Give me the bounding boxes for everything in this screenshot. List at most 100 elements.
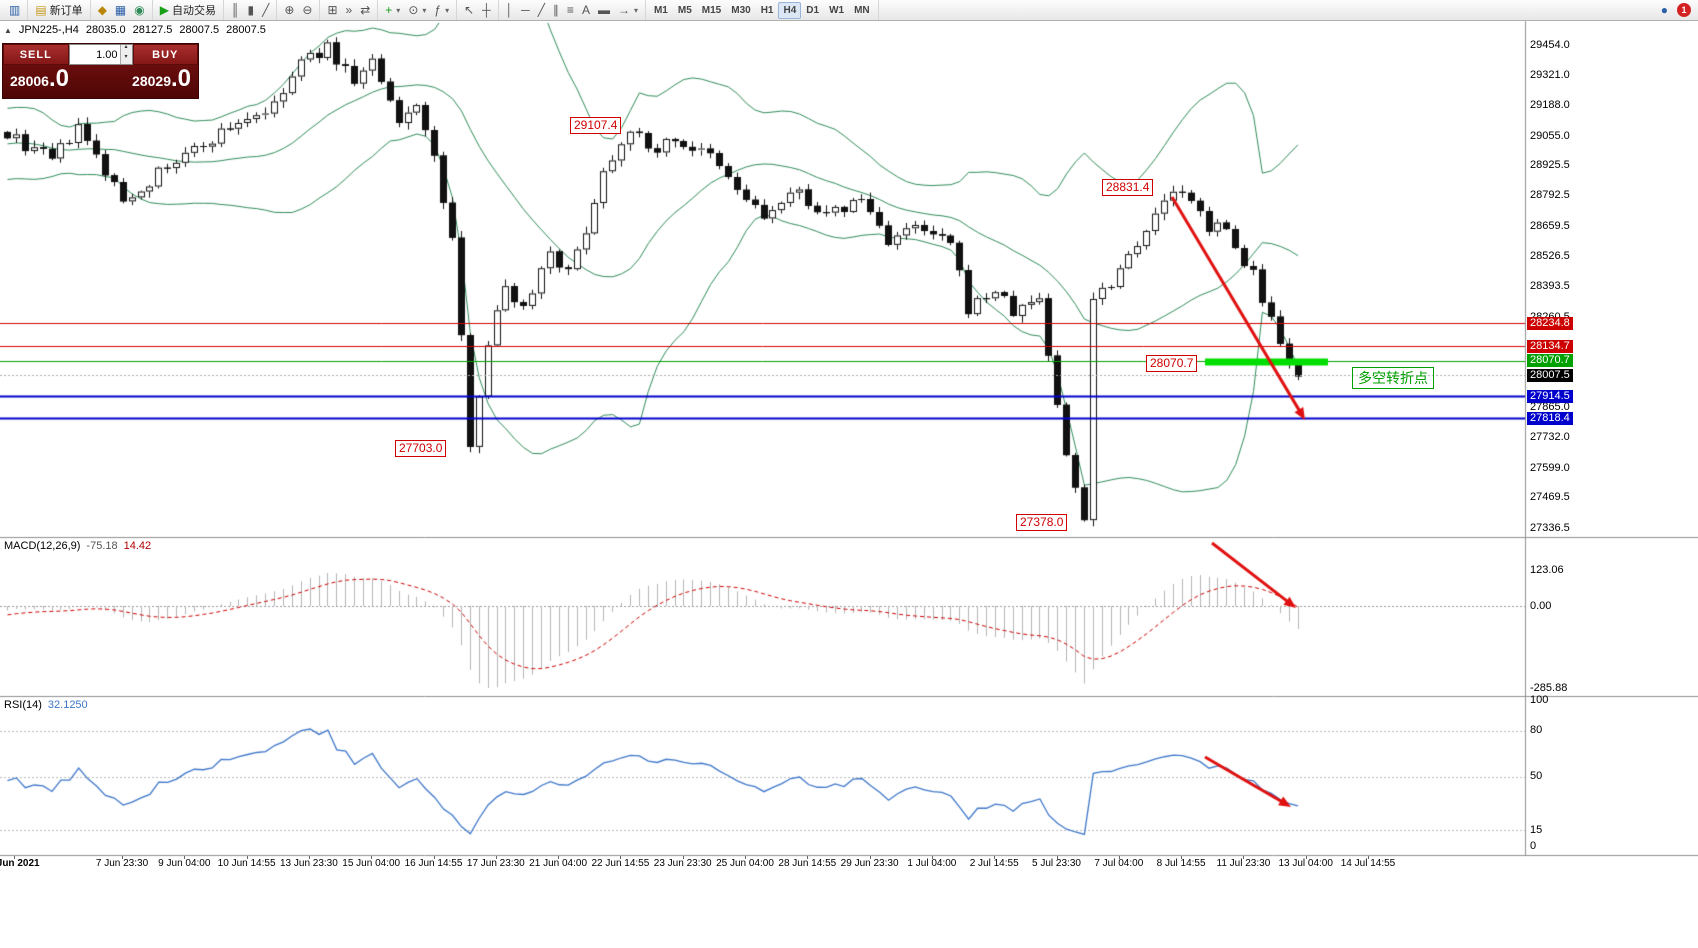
search-icon[interactable]: ● [1660, 3, 1668, 17]
timeframe-h1[interactable]: H1 [760, 4, 774, 16]
timeframe-h4[interactable]: H4 [778, 1, 802, 19]
time-tick-label: 16 Jun 14:55 [404, 858, 463, 869]
time-tick-mark [558, 856, 560, 859]
time-tick-mark [495, 856, 497, 859]
rsi-axis-tick: 0 [1530, 839, 1537, 852]
buy-price[interactable]: 28029 .0 [132, 66, 191, 92]
price-tick: 28393.5 [1530, 280, 1570, 293]
line-chart-icon[interactable]: ╱ [262, 3, 270, 17]
tile-windows-icon[interactable]: ⊞ [327, 3, 338, 17]
price-tick: 29454.0 [1530, 38, 1570, 51]
sell-button[interactable]: SELL [3, 44, 69, 65]
time-tick-mark [931, 856, 933, 859]
chart-shift-icon[interactable]: ⇄ [360, 3, 371, 17]
time-tick-mark [1118, 856, 1120, 859]
navigator-icon[interactable]: ◉ [134, 3, 145, 17]
auto-scroll-icon[interactable]: » [345, 3, 353, 17]
macd-axis-tick: -285.88 [1530, 681, 1568, 694]
price-tick: 27732.0 [1530, 431, 1570, 444]
price-badge-27914.5: 27914.5 [1527, 389, 1573, 403]
time-tick-mark [433, 856, 435, 859]
time-tick-mark [745, 856, 746, 859]
text-icon[interactable]: A [581, 3, 590, 17]
trendline-icon[interactable]: ╱ [537, 3, 545, 17]
price-callout-27378.0[interactable]: 27378.0 [1016, 514, 1068, 531]
periods-icon[interactable]: ⊙ ▾ [408, 3, 427, 17]
new-chart-icon[interactable]: + ▾ [385, 3, 401, 17]
buy-price-pips: .0 [170, 65, 191, 92]
timeframe-w1[interactable]: W1 [829, 4, 845, 16]
time-tick-mark [682, 856, 684, 859]
toolbar-group-add: + ▾ ⊙ ▾ ƒ ▾ [378, 0, 458, 20]
price-callout-29107.4[interactable]: 29107.4 [570, 117, 622, 134]
data-window-icon[interactable]: ▦ [114, 3, 127, 17]
macd-signal-value: 14.42 [123, 540, 152, 552]
toolbar-group-arrange: ⊞ » ⇄ [320, 0, 379, 20]
macd-axis-tick: 123.06 [1530, 564, 1564, 577]
time-tick-label: 21 Jun 04:00 [529, 858, 588, 869]
new-order-button[interactable]: ▤ 新订单 [35, 3, 83, 17]
vertical-line-icon[interactable]: │ [505, 3, 514, 17]
price-tick: 28925.5 [1530, 159, 1570, 172]
toolbar-group-cursor: ↖ ┼ [457, 0, 499, 20]
crosshair-icon[interactable]: ┼ [482, 3, 491, 17]
timeframe-d1[interactable]: D1 [806, 4, 820, 16]
timeframe-m5[interactable]: M5 [677, 4, 692, 16]
time-tick-label: 29 Jun 23:30 [840, 858, 899, 869]
volume-up-button[interactable]: ▴ [120, 44, 132, 55]
macd-main-value: -75.18 [86, 540, 118, 552]
bar-chart-icon[interactable]: ║ [230, 3, 240, 17]
zoom-out-icon[interactable]: ⊖ [302, 3, 313, 17]
price-tick: 27865.0 [1530, 401, 1570, 414]
zoom-in-icon[interactable]: ⊕ [284, 3, 295, 17]
candlestick-chart-icon[interactable]: ▮ [247, 3, 255, 17]
time-tick-label: 25 Jun 04:00 [716, 858, 774, 869]
arrows-tool-icon[interactable]: → ▾ [617, 3, 638, 17]
time-tick-label: 23 Jun 23:30 [653, 858, 712, 869]
horizontal-line-icon[interactable]: ─ [521, 3, 530, 17]
volume-input[interactable] [69, 45, 120, 64]
rsi-axis-tick: 80 [1530, 724, 1543, 737]
price-callout-28831.4[interactable]: 28831.4 [1102, 179, 1154, 196]
volume-down-button[interactable]: ▾ [120, 54, 132, 64]
auto-trading-button[interactable]: ▶ 自动交易 [159, 3, 216, 17]
timeframe-m15[interactable]: M15 [701, 4, 722, 16]
annotation-turning-point[interactable]: 多空转折点 [1352, 367, 1434, 389]
cursor-icon[interactable]: ↖ [464, 3, 475, 17]
channel-icon[interactable]: ∥ [552, 3, 559, 17]
timeframe-m1[interactable]: M1 [653, 4, 668, 16]
market-watch-icon[interactable]: ◆ [97, 3, 107, 17]
indicators-icon[interactable]: ƒ ▾ [434, 3, 450, 17]
timeframe-mn[interactable]: MN [854, 4, 870, 16]
time-tick-mark [371, 856, 373, 859]
buy-button[interactable]: BUY [132, 44, 198, 65]
time-tick-label: 10 Jun 14:55 [217, 858, 276, 869]
price-callout-28070.7[interactable]: 28070.7 [1146, 355, 1198, 372]
rsi-name: RSI(14) [4, 699, 42, 711]
app-icon[interactable]: ▥ [9, 3, 21, 17]
toolbar-group-autotrade: ▶ 自动交易 [153, 0, 224, 20]
time-tick-label: 5 Jul 23:30 [1032, 858, 1081, 869]
sell-price[interactable]: 28006 .0 [10, 66, 69, 92]
fibonacci-icon[interactable]: ≡ [566, 3, 574, 17]
toolbar: ▥ ▤ 新订单 ◆ ▦ ◉ ▶ 自动交易 ║ ▮ ╱ ⊕ ⊖ ⊞» ⇄ + ▾ ⊙ ▾ ƒ ▾ ↖ ┼ │ ─ ╱ ∥ ≡ A ▬ → ▾ M1… [0, 0, 1698, 21]
timeframe-m30[interactable]: M30 [731, 4, 751, 16]
notification-badge[interactable]: 1 [1677, 3, 1691, 17]
time-tick-mark [1305, 856, 1307, 859]
volume-stepper: ▴ ▾ [68, 44, 133, 65]
price-badge-28007.5: 28007.5 [1527, 368, 1573, 382]
time-tick-mark [1181, 856, 1183, 859]
time-tick-mark [620, 856, 622, 859]
time-tick-label: 11 Jul 23:30 [1216, 858, 1271, 869]
time-tick-label: 2 Jul 14:55 [969, 858, 1019, 869]
time-tick-label: 1 Jul 04:00 [907, 858, 957, 869]
price-badge-28234.8: 28234.8 [1527, 316, 1573, 330]
price-callout-27703.0[interactable]: 27703.0 [395, 440, 447, 457]
toolbar-group-windows: ◆ ▦ ◉ [91, 0, 153, 20]
label-icon[interactable]: ▬ [597, 3, 610, 17]
ohlc-open: 28035.0 [85, 24, 126, 36]
time-tick-mark [14, 856, 15, 859]
macd-name: MACD(12,26,9) [4, 540, 81, 552]
price-tick: 27599.0 [1530, 461, 1570, 474]
